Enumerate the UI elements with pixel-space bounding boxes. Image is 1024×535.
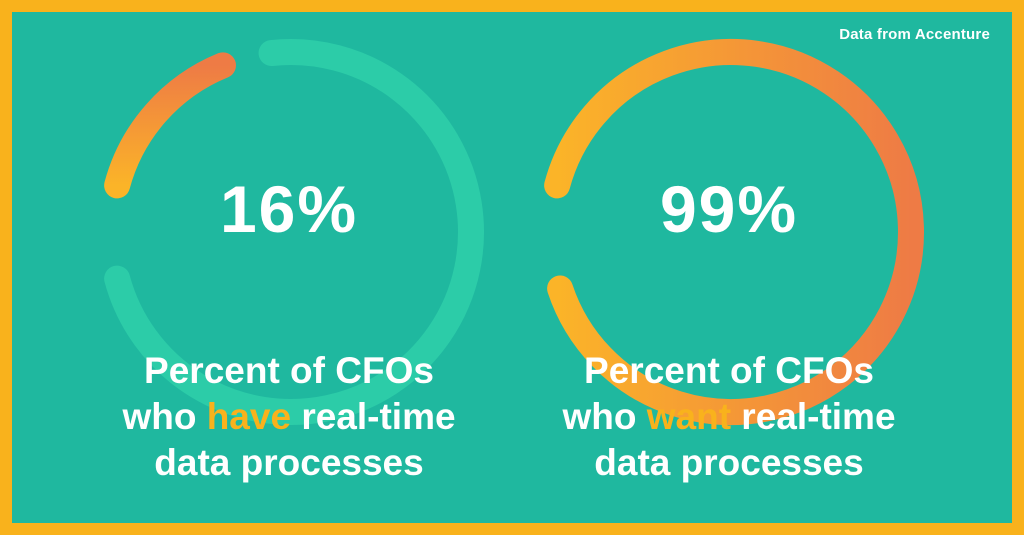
caption-have-line3: data processes xyxy=(154,442,424,483)
gauge-want-value: 99% xyxy=(660,172,798,246)
caption-want-line1: Percent of CFOs xyxy=(584,350,874,391)
caption-have-line2-start: who xyxy=(122,396,207,437)
source-note: Data from Accenture xyxy=(839,26,990,43)
gauge-have-value: 16% xyxy=(220,172,358,246)
gauge-have-fill xyxy=(104,52,236,199)
gauge-have: 16% xyxy=(104,39,484,425)
caption-want-line2-start: who xyxy=(562,396,647,437)
caption-want-highlight: want xyxy=(646,396,732,437)
caption-have-line2: who have real-time xyxy=(69,394,509,440)
caption-want-line2: who want real-time xyxy=(509,394,949,440)
caption-want: Percent of CFOs who want real-time data … xyxy=(509,348,949,486)
caption-want-line2-end: real-time xyxy=(731,396,896,437)
gauge-have-track xyxy=(104,39,484,425)
gauge-want: 99% xyxy=(544,39,924,425)
caption-have-highlight: have xyxy=(206,396,292,437)
caption-have-line1: Percent of CFOs xyxy=(144,350,434,391)
caption-want-line3: data processes xyxy=(594,442,864,483)
gauge-want-fill xyxy=(544,39,924,425)
caption-have: Percent of CFOs who have real-time data … xyxy=(69,348,509,486)
caption-have-line2-end: real-time xyxy=(291,396,456,437)
